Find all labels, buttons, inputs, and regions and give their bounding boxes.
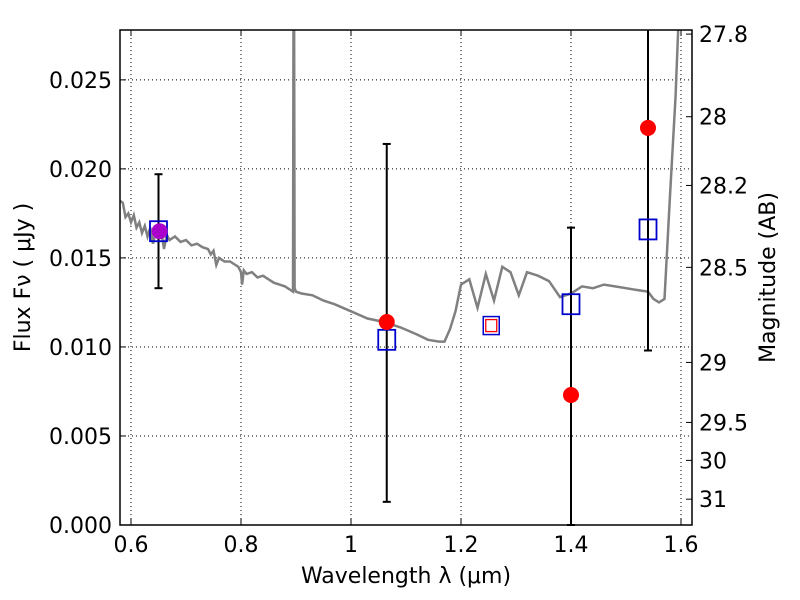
model-spectrum-layer <box>120 30 680 343</box>
y-tick-label: 0.000 <box>49 514 112 539</box>
right-tick-label: 29 <box>699 351 727 376</box>
right-tick-label: 28 <box>699 106 727 131</box>
x-tick-label: 0.6 <box>114 533 149 558</box>
right-tick-label: 30 <box>699 449 727 474</box>
model-photometry-square <box>561 293 581 316</box>
blended-point <box>151 223 168 240</box>
error-bars <box>154 30 652 526</box>
x-tick-label: 1.2 <box>444 533 479 558</box>
x-tick-label: 1.6 <box>664 533 699 558</box>
y-tick-label: 0.025 <box>49 69 112 94</box>
x-tick-label: 1.4 <box>554 533 589 558</box>
right-tick-label: 29.5 <box>699 411 748 436</box>
y-axis-label: Flux Fν ( μJy ) <box>11 203 36 352</box>
y-ticks: 0.000 0.005 0.010 0.015 0.020 0.025 <box>49 69 126 539</box>
right-tick-label: 27.8 <box>699 23 748 48</box>
right-tick-label: 28.5 <box>699 256 748 281</box>
y-tick-label: 0.015 <box>49 247 112 272</box>
model-photometry-square <box>638 218 658 241</box>
observed-point <box>563 387 579 404</box>
y-tick-label: 0.020 <box>49 158 112 183</box>
grid <box>120 30 692 526</box>
x-tick-label: 0.8 <box>224 533 259 558</box>
observed-small-square <box>485 318 498 333</box>
right-tick-label: 28.2 <box>699 174 748 199</box>
x-ticks: 0.6 0.8 1 1.2 1.4 1.6 <box>114 30 699 558</box>
right-axis-label: Magnitude (AB) <box>756 192 781 363</box>
x-axis-label: Wavelength λ (μm) <box>301 564 511 589</box>
model-spectrum-line <box>120 30 680 343</box>
y-tick-label: 0.005 <box>49 425 112 450</box>
right-mag-ticks: 27.8 28 28.2 28.5 29 29.5 30 31 <box>686 23 748 513</box>
y-tick-label: 0.010 <box>49 336 112 361</box>
observed-point <box>640 119 656 136</box>
right-tick-label: 31 <box>699 488 727 513</box>
model-photometry-square <box>482 315 500 336</box>
markers <box>149 119 658 404</box>
observed-point <box>378 314 395 331</box>
plot-frame <box>119 29 693 526</box>
x-tick-label: 1 <box>344 533 358 558</box>
